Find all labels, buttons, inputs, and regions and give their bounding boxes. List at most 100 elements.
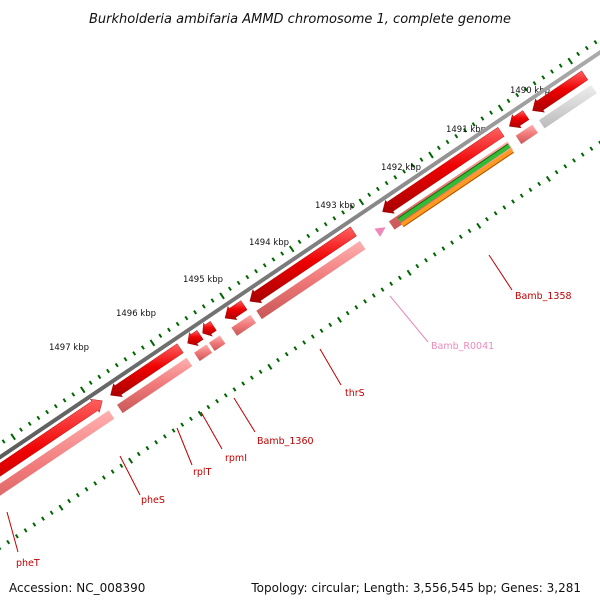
orange-track: [400, 148, 514, 228]
inner-tick: [223, 393, 228, 398]
gene-leader-line: [200, 411, 223, 450]
scale-tick: [497, 104, 504, 112]
inner-tick: [310, 334, 315, 339]
inner-tick: [110, 469, 115, 474]
cds-arrow: [382, 127, 505, 214]
scale-tick: [428, 151, 434, 159]
scale-tick: [227, 286, 232, 291]
scale-tick: [515, 92, 520, 98]
scale-tick: [506, 98, 511, 104]
scale-tick: [567, 57, 574, 65]
inner-tick: [128, 457, 134, 464]
scale-tick: [332, 216, 337, 221]
kbp-tick-label: 1495 kbp: [183, 275, 223, 285]
kbp-tick-label: 1492 kbp: [381, 163, 421, 173]
map-title: Burkholderia ambifaria AMMD chromosome 1…: [89, 12, 511, 27]
scale-tick: [53, 403, 58, 409]
kbp-tick-label: 1496 kbp: [116, 309, 156, 319]
inner-tick: [154, 440, 159, 445]
gene-leader-line: [319, 348, 342, 386]
scale-tick: [402, 169, 406, 174]
cds-arrow: [224, 300, 248, 320]
scale-tick: [97, 374, 102, 380]
inner-tick: [23, 528, 28, 533]
scale-tick: [358, 198, 365, 206]
inner-tick: [337, 316, 343, 323]
scale-tick: [480, 116, 485, 121]
cds-shadow-band: [117, 357, 193, 414]
gene-label: thrS: [345, 388, 365, 399]
scale-tick: [19, 427, 23, 432]
inner-tick: [267, 363, 273, 370]
scale-tick: [132, 351, 137, 356]
inner-tick: [258, 369, 263, 375]
scale-tick: [193, 310, 198, 315]
inner-tick: [75, 492, 80, 498]
gene-leader-line: [119, 455, 141, 496]
scale-tick: [271, 257, 276, 262]
inner-tick: [598, 140, 600, 145]
scale-tick: [489, 110, 494, 115]
inner-tick: [49, 510, 54, 515]
scale-tick: [410, 163, 415, 168]
inner-tick: [511, 199, 515, 204]
scale-tick: [79, 386, 86, 394]
inner-tick: [545, 175, 551, 182]
scale-tick: [349, 204, 354, 209]
scale-tick: [36, 415, 41, 421]
scale-tick: [297, 239, 302, 245]
green-track-edge: [397, 143, 509, 219]
inner-tick: [389, 281, 394, 286]
scale-tick: [219, 292, 225, 300]
cds-arrow: [532, 70, 589, 113]
scale-tick: [280, 251, 285, 256]
scale-tick: [27, 421, 32, 427]
inner-tick: [58, 504, 64, 511]
inner-tick: [554, 169, 559, 175]
inner-tick: [171, 428, 176, 433]
scale-tick: [341, 210, 346, 215]
inner-tick: [380, 287, 385, 292]
inner-tick: [284, 351, 289, 357]
gene-leader-line: [233, 397, 256, 433]
inner-tick: [101, 475, 106, 480]
inner-tick: [162, 434, 167, 439]
scale-tick: [541, 75, 546, 80]
inner-tick: [119, 463, 124, 468]
scale-tick: [436, 145, 441, 151]
scale-tick: [123, 357, 128, 362]
inner-tick: [206, 404, 211, 410]
inner-tick: [14, 534, 19, 539]
accession-text: Accession: NC_008390: [9, 581, 146, 595]
gray-band: [539, 84, 597, 129]
gene-label: rplT: [193, 467, 212, 478]
scale-tick: [315, 227, 319, 233]
inner-tick: [189, 416, 193, 422]
scale-tick: [532, 81, 537, 86]
scale-tick: [288, 245, 295, 253]
gene-leader-line: [488, 254, 513, 291]
inner-tick: [319, 328, 324, 333]
inner-tick: [493, 211, 498, 216]
inner-tick: [145, 445, 150, 451]
rna-feature-marker: [374, 227, 386, 237]
inner-tick: [215, 398, 220, 404]
gene-leader-line: [389, 295, 429, 343]
scale-tick: [167, 327, 171, 333]
inner-tick: [502, 205, 507, 210]
scale-tick: [114, 362, 119, 368]
scale-tick: [584, 45, 589, 51]
inner-tick: [354, 305, 359, 310]
genome-summary-text: Topology: circular; Length: 3,556,545 bp…: [251, 581, 581, 595]
inner-tick: [458, 234, 463, 239]
scale-tick: [384, 180, 389, 186]
inner-tick: [345, 310, 350, 316]
gene-label: Bamb_1358: [515, 291, 572, 302]
scale-tick: [523, 86, 528, 92]
scale-ticks: 1490 kbp 1491 kbp 1492 kbp 1493 kbp 1494 kbp…: [0, 39, 600, 551]
inner-tick: [528, 187, 533, 193]
cds-shadow-band: [209, 335, 226, 351]
scale-tick: [375, 186, 380, 192]
gene-label: pheT: [16, 558, 40, 569]
